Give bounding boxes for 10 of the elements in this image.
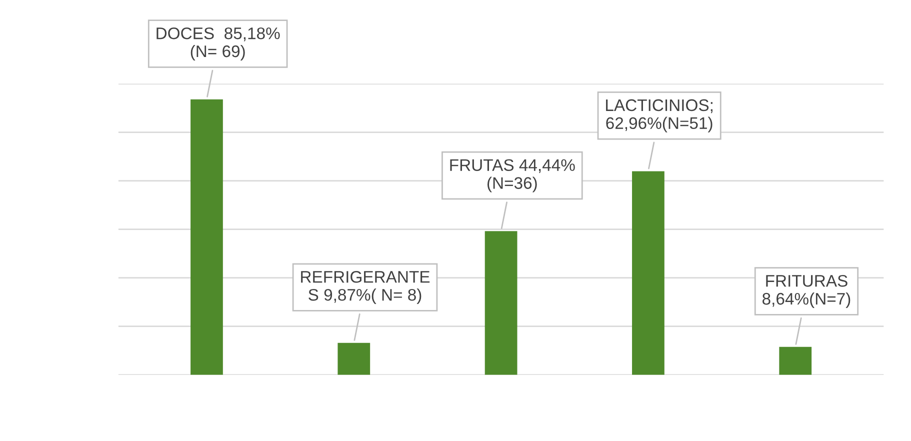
data-label: DOCES 85,18% (N= 69): [156, 27, 280, 60]
bar: [779, 346, 812, 375]
bar: [338, 342, 370, 375]
data-label: FRUTAS 44,44% (N=36): [450, 159, 575, 192]
bar: [632, 171, 664, 375]
data-label: REFRIGERANTE S 9,87%( N= 8): [301, 270, 430, 304]
data-label: FRITURAS 8,64%(N=7): [762, 274, 850, 308]
bar: [484, 231, 518, 375]
data-label: LACTICINIOS; 62,96%(N=51): [606, 99, 712, 132]
bar: [190, 99, 223, 375]
